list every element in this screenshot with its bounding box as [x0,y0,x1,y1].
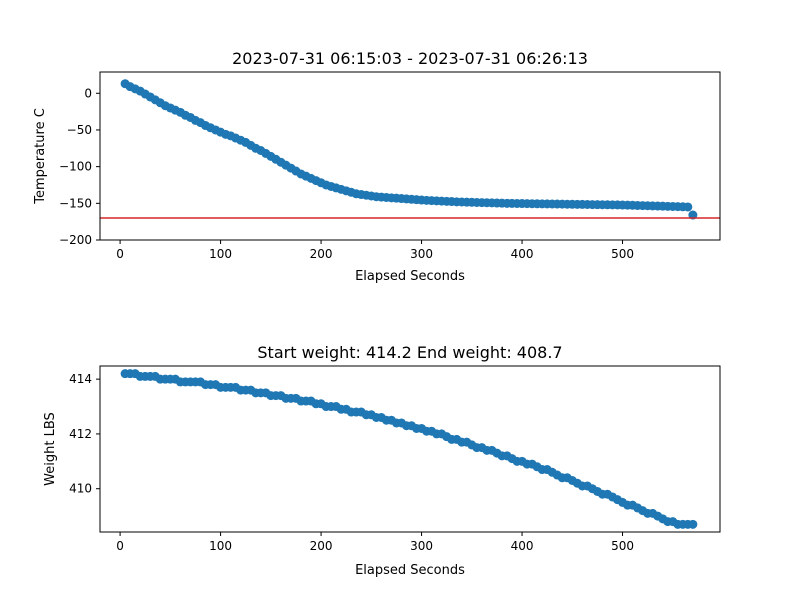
temperature-points [120,79,698,220]
temperature-y-tick-label: −200 [59,233,92,247]
weight-x-tick-label: 200 [310,539,333,553]
temperature-x-tick-label: 200 [310,247,333,261]
weight-plot-frame [99,365,721,533]
temperature-chart-xlabel: Elapsed Seconds [355,269,465,284]
temperature-x-tick-label: 400 [511,247,534,261]
temperature-x-tick-label: 0 [116,247,124,261]
weight-x-tick-label: 0 [116,539,124,553]
weight-x-tick-label: 400 [511,539,534,553]
temperature-chart-ylabel: Temperature C [33,108,48,205]
temperature-data-point [683,202,693,212]
weight-x-tick-label: 500 [611,539,634,553]
weight-y-tick-label: 412 [69,427,92,441]
temperature-y-tick-label: −100 [59,160,92,174]
temperature-y-tick-label: 0 [84,86,92,100]
weight-y-tick-label: 414 [69,372,92,386]
temperature-x-tick-label: 100 [209,247,232,261]
temperature-x-tick-label: 300 [410,247,433,261]
temperature-y-tick-label: −50 [67,123,92,137]
weight-x-tick-label: 300 [410,539,433,553]
weight-chart: Start weight: 414.2 End weight: 408.7 El… [43,343,721,578]
temperature-x-tick-label: 500 [611,247,634,261]
weight-chart-title: Start weight: 414.2 End weight: 408.7 [257,343,562,362]
weight-x-tick-label: 100 [209,539,232,553]
temperature-chart: 2023-07-31 06:15:03 - 2023-07-31 06:26:1… [33,49,721,284]
weight-chart-ylabel: Weight LBS [43,412,58,486]
weight-data-point [688,519,698,529]
weight-points [120,369,698,529]
temperature-chart-title: 2023-07-31 06:15:03 - 2023-07-31 06:26:1… [232,49,588,68]
temperature-y-tick-label: −150 [59,196,92,210]
temperature-plot-frame [99,71,721,241]
weight-chart-xlabel: Elapsed Seconds [355,563,465,578]
weight-y-tick-label: 410 [69,482,92,496]
